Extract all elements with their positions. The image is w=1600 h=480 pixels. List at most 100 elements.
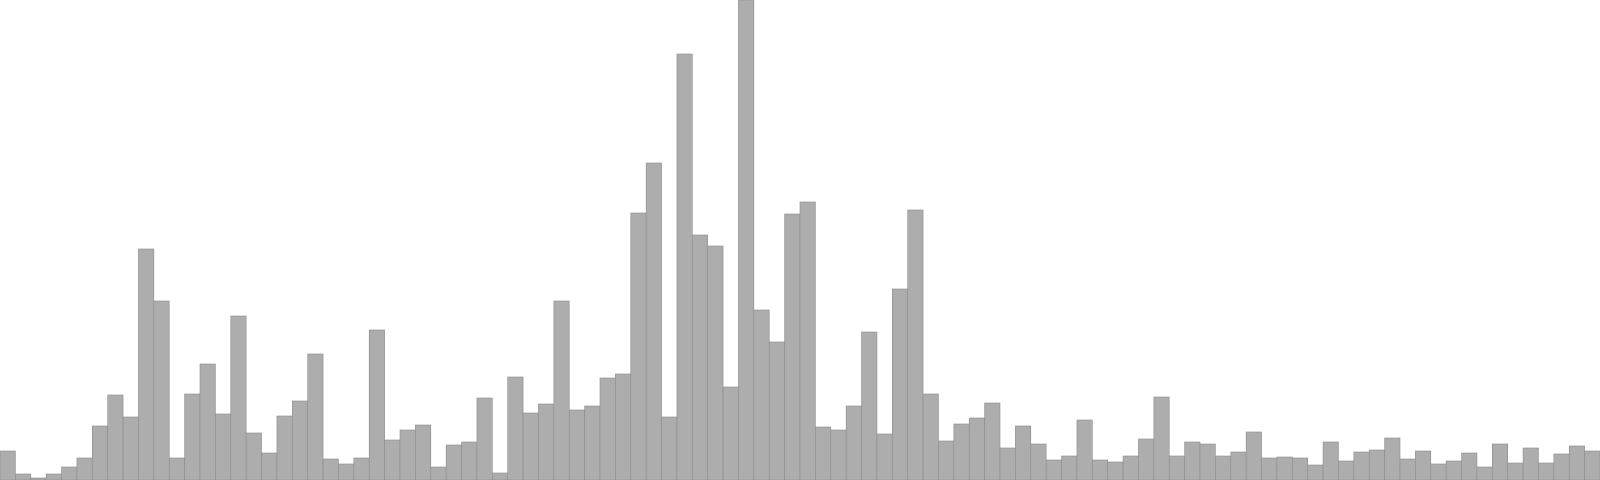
histogram-bar-101 [1553, 453, 1570, 480]
histogram-bar-6 [92, 425, 108, 480]
histogram-bar-87 [1338, 460, 1355, 480]
histogram-bar-39 [599, 377, 616, 480]
histogram-bar-61 [938, 440, 955, 480]
histogram-bar-20 [307, 353, 324, 480]
histogram-bar-54 [830, 429, 847, 480]
histogram-bar-43 [661, 416, 678, 480]
histogram-bar-58 [892, 288, 908, 480]
histogram-bar-66 [1015, 425, 1032, 480]
histogram-bar-103 [1584, 450, 1600, 480]
histogram-bar-11 [168, 457, 185, 480]
histogram-bar-36 [553, 300, 570, 480]
histogram-bar-63 [968, 417, 985, 480]
histogram-bar-15 [230, 315, 247, 480]
histogram-bar-88 [1353, 451, 1370, 480]
histogram-bar-96 [1476, 466, 1493, 480]
histogram-bar-52 [799, 201, 816, 480]
histogram-bar-65 [999, 447, 1016, 480]
histogram-bar-23 [353, 457, 370, 480]
histogram-bar-46 [707, 245, 724, 480]
histogram-bar-68 [1045, 459, 1062, 480]
histogram-bar-3 [45, 473, 62, 480]
histogram-bar-77 [1184, 441, 1201, 480]
histogram-bar-102 [1568, 445, 1585, 480]
histogram-bar-67 [1030, 443, 1047, 480]
histogram-bar-93 [1430, 463, 1447, 480]
histogram-bar-81 [1245, 431, 1262, 480]
histogram-bar-21 [322, 458, 339, 480]
histogram-bar-62 [953, 423, 970, 480]
histogram-bar-44 [676, 53, 693, 480]
histogram-bar-75 [1153, 396, 1170, 480]
histogram-bar-57 [876, 433, 893, 480]
histogram-bar-84 [1292, 457, 1308, 480]
histogram-bar-72 [1107, 461, 1124, 480]
histogram-bar-40 [615, 373, 632, 480]
histogram-bar-17 [261, 452, 278, 480]
histogram-bar-45 [692, 234, 708, 480]
histogram-bar-70 [1076, 419, 1093, 480]
histogram-bar-7 [107, 394, 124, 480]
histogram-bar-89 [1368, 449, 1385, 480]
histogram-bar-18 [276, 415, 293, 480]
histogram-bar-50 [768, 341, 785, 480]
histogram-bar-42 [645, 162, 662, 480]
histogram-bar-1 [15, 473, 32, 480]
histogram-bar-49 [753, 309, 770, 480]
histogram-bar-91 [1399, 458, 1416, 480]
histogram-bar-98 [1507, 462, 1524, 480]
histogram-bar-80 [1230, 451, 1247, 480]
histogram-bar-30 [461, 441, 478, 480]
histogram-bar-53 [815, 426, 832, 480]
histogram-bar-35 [538, 403, 555, 480]
histogram-bar-60 [922, 393, 939, 480]
histogram-bar-47 [722, 386, 739, 480]
histogram-bar-83 [1276, 456, 1293, 480]
histogram-bar-71 [1092, 459, 1108, 480]
histogram-bar-55 [845, 405, 862, 480]
histogram-bar-26 [399, 429, 416, 480]
histogram-bar-9 [138, 248, 155, 480]
histogram-bar-92 [1415, 450, 1432, 480]
histogram-bar-48 [738, 0, 755, 480]
histogram-bar-59 [907, 209, 924, 480]
histogram-bar-5 [76, 457, 93, 480]
histogram-bar-51 [784, 213, 801, 480]
histogram-bar-95 [1461, 452, 1478, 480]
histogram-bar-97 [1492, 443, 1508, 480]
histogram-bar-64 [984, 402, 1001, 480]
histogram-bar-22 [338, 463, 355, 480]
histogram-bar-27 [415, 424, 432, 480]
histogram-bar-14 [215, 413, 232, 480]
histogram-bar-25 [384, 439, 401, 480]
histogram-bar-33 [507, 376, 524, 480]
histogram-bar-4 [61, 466, 78, 480]
histogram-bar-12 [184, 393, 201, 480]
histogram-bar-74 [1138, 438, 1155, 480]
histogram-bar-73 [1122, 455, 1139, 480]
histogram-bar-41 [630, 212, 647, 480]
histogram-bar-32 [492, 472, 508, 480]
histogram-bar-29 [445, 444, 462, 480]
histogram-bar-99 [1522, 447, 1539, 480]
histogram-bar-37 [568, 409, 585, 480]
histogram-bar-76 [1168, 455, 1185, 480]
histogram-bar-82 [1261, 457, 1278, 480]
histogram-bar-0 [0, 450, 16, 480]
histogram-bar-79 [1215, 455, 1232, 480]
histogram-bar-85 [1307, 464, 1324, 480]
histogram-bar-34 [522, 412, 539, 480]
histogram-bar-69 [1061, 455, 1078, 480]
histogram-bar-19 [292, 400, 308, 480]
histogram-bar-94 [1445, 460, 1462, 480]
histogram-bar-13 [199, 363, 216, 480]
histogram-bar-38 [584, 405, 601, 480]
histogram-bar-100 [1538, 462, 1555, 480]
histogram-bar-78 [1199, 443, 1216, 480]
histogram-bar-56 [861, 331, 878, 480]
histogram-bar-8 [122, 416, 139, 480]
histogram-bar-90 [1384, 437, 1401, 480]
